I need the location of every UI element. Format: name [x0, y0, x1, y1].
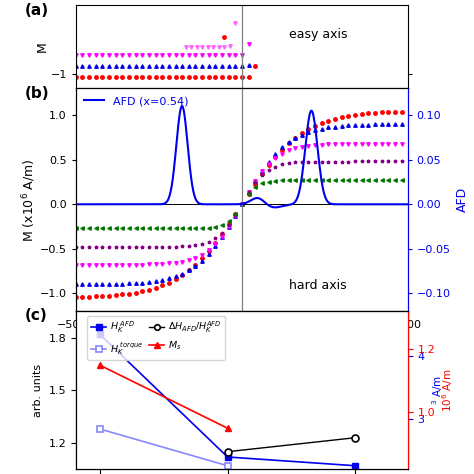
Text: (b): (b): [25, 86, 49, 101]
Y-axis label: M: M: [36, 41, 49, 52]
Y-axis label: $10^6$ A/m: $10^6$ A/m: [441, 369, 456, 412]
Y-axis label: M (x10$^6$ A/m): M (x10$^6$ A/m): [21, 158, 38, 242]
Text: (c): (c): [25, 308, 47, 323]
Text: (a): (a): [25, 3, 48, 18]
X-axis label: H (A/m): H (A/m): [212, 336, 272, 350]
Y-axis label: arb. units: arb. units: [33, 364, 43, 417]
Text: easy axis: easy axis: [289, 28, 347, 41]
Legend: $H_K^{\ AFD}$, $H_K^{\ torque}$, $\Delta H_{AFD}/H_K^{AFD}$, $M_s$: $H_K^{\ AFD}$, $H_K^{\ torque}$, $\Delta…: [87, 316, 226, 360]
Text: hard axis: hard axis: [289, 279, 347, 292]
Legend: AFD (x=0.54): AFD (x=0.54): [82, 94, 190, 109]
Y-axis label: $^3$ A/m: $^3$ A/m: [430, 375, 445, 405]
Y-axis label: AFD: AFD: [456, 187, 469, 212]
